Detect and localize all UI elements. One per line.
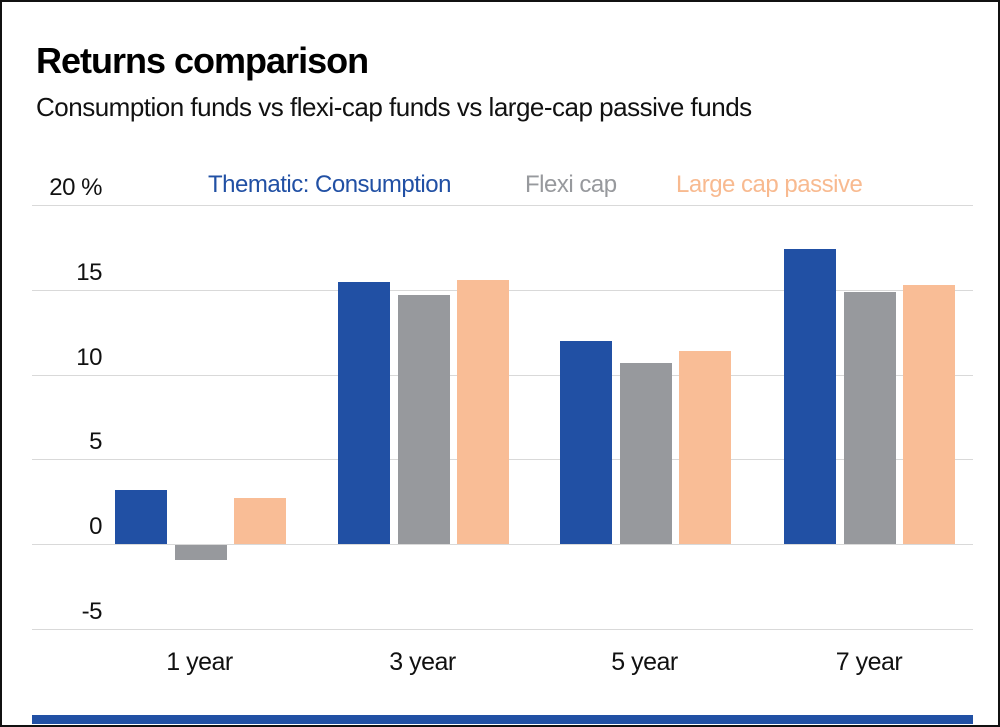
y-tick-label-0: 0 bbox=[89, 513, 102, 540]
bar-5-year-large-cap-passive bbox=[679, 350, 731, 544]
gridline--5 bbox=[32, 628, 973, 630]
bar-1-year-large-cap-passive bbox=[234, 498, 286, 544]
y-tick-label-10: 10 bbox=[76, 343, 102, 371]
bar-1-year-flexi-cap bbox=[174, 545, 227, 561]
bar-7-year-flexi-cap bbox=[843, 291, 896, 544]
bar-1-year-thematic-consumption bbox=[115, 489, 167, 544]
bar-5-year-flexi-cap bbox=[619, 362, 672, 544]
bar-3-year-large-cap-passive bbox=[457, 279, 509, 544]
chart-title: Returns comparison bbox=[36, 40, 369, 81]
chart-subtitle: Consumption funds vs flexi-cap funds vs … bbox=[36, 92, 752, 122]
legend-item-flexi-cap: Flexi cap bbox=[525, 171, 617, 198]
gridline-0 bbox=[32, 544, 973, 545]
legend-item-large-cap-passive: Large cap passive bbox=[676, 171, 863, 198]
x-category-label-5-year: 5 year bbox=[611, 648, 678, 676]
legend-item-thematic-consumption: Thematic: Consumption bbox=[208, 171, 451, 198]
bar-7-year-large-cap-passive bbox=[903, 284, 955, 544]
x-category-label-7-year: 7 year bbox=[835, 648, 903, 676]
x-category-label-3-year: 3 year bbox=[389, 648, 456, 676]
x-category-label-1-year: 1 year bbox=[166, 648, 233, 676]
bar-3-year-thematic-consumption bbox=[338, 281, 390, 544]
bar-7-year-thematic-consumption bbox=[784, 249, 836, 544]
y-tick-label-5: 5 bbox=[89, 428, 102, 456]
y-tick-label--5: -5 bbox=[81, 597, 103, 625]
y-tick-label-15: 15 bbox=[76, 259, 102, 287]
bar-3-year-flexi-cap bbox=[397, 295, 450, 544]
gridline-20 bbox=[32, 205, 973, 207]
y-tick-label-20: 20 % bbox=[49, 174, 102, 202]
bottom-accent-stripe bbox=[32, 715, 973, 724]
bar-5-year-thematic-consumption bbox=[560, 340, 612, 544]
